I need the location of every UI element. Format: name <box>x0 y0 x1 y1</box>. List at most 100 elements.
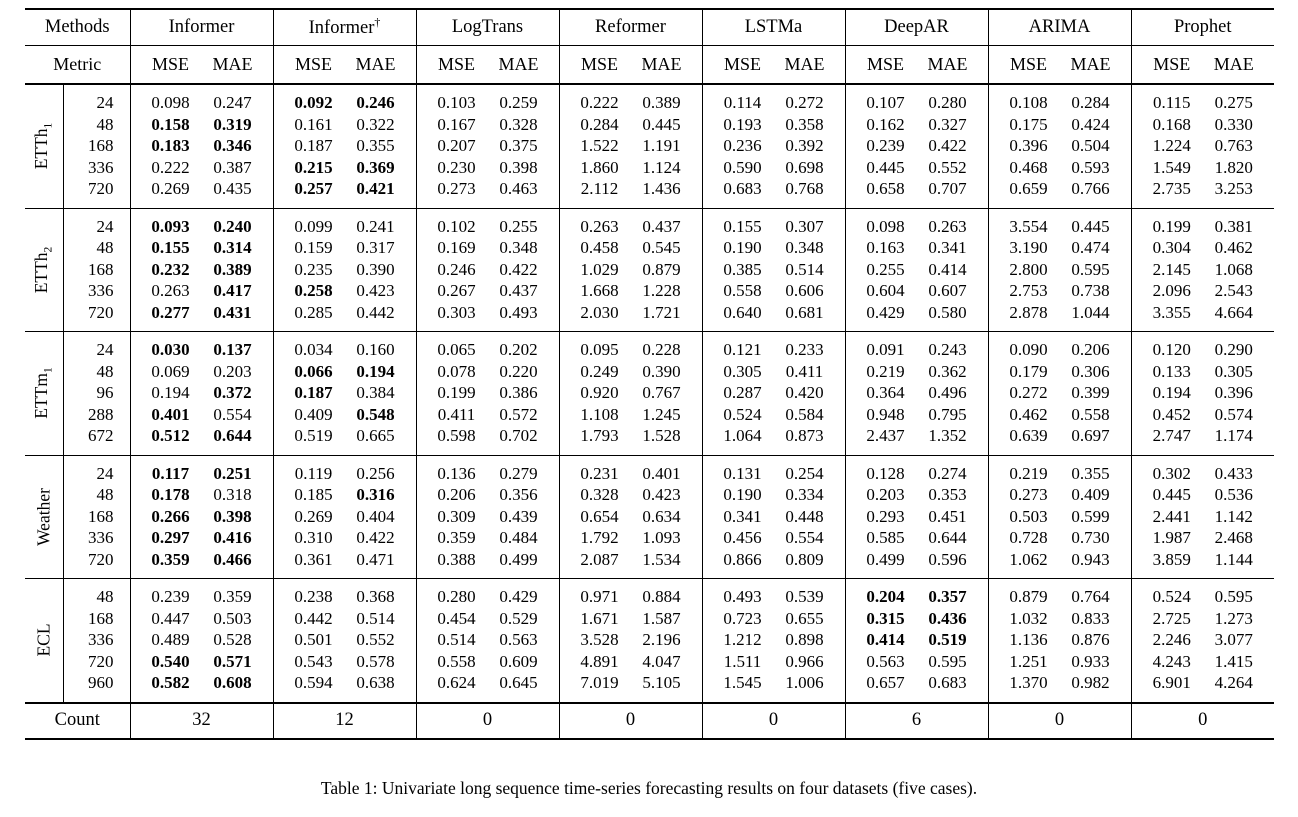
method-header-arima: ARIMA <box>987 9 1131 46</box>
value-cell-logtrans-ettm1-24: 0.065 0.202 <box>415 331 559 361</box>
mae-value: 0.966 <box>785 651 824 671</box>
mse-value: 0.098 <box>866 216 905 236</box>
mae-value: 0.730 <box>1071 528 1110 547</box>
value-cell-lstma-ettm1-288: 0.524 0.584 <box>701 403 845 425</box>
mse-value: 0.257 <box>294 179 333 198</box>
mae-value: 2.196 <box>642 630 681 649</box>
dataset-label-ecl: ECL <box>25 578 63 703</box>
value-cell-informer-ettm1-672: 0.512 0.644 <box>129 425 273 455</box>
dataset-label-text: ETTh1 <box>30 122 55 170</box>
mse-value: 0.303 <box>437 302 476 322</box>
value-cell-lstma-weather-48: 0.190 0.334 <box>701 484 845 506</box>
mse-value: 0.117 <box>151 463 190 483</box>
value-cell-reformer-etth1-48: 0.284 0.445 <box>558 113 702 135</box>
mae-value: 0.698 <box>785 157 824 177</box>
mse-value: 1.671 <box>580 608 619 628</box>
horizon-cell-ettm1-96: 96 <box>62 382 130 404</box>
mae-value: 0.462 <box>1214 238 1253 257</box>
mae-value: 2.468 <box>1214 528 1253 547</box>
mse-label: MSE <box>1009 53 1047 74</box>
horizon-cell-weather-336: 336 <box>62 527 130 549</box>
value-cell-informer-dagger-ecl-960: 0.594 0.638 <box>272 672 416 703</box>
value-cell-arima-weather-48: 0.273 0.409 <box>987 484 1131 506</box>
mse-value: 0.199 <box>1152 216 1191 236</box>
mse-value: 0.187 <box>294 136 333 155</box>
count-value-logtrans: 0 <box>415 701 559 739</box>
mae-value: 0.493 <box>499 302 538 322</box>
mae-value: 0.392 <box>785 136 824 155</box>
dataset-label-text: ETTm1 <box>30 367 55 419</box>
value-cell-reformer-weather-720: 2.087 1.534 <box>558 548 702 579</box>
table-row-ettm1-672: 672 0.512 0.644 0.519 0.665 0.598 0.702 1.793 1.… <box>25 425 1274 455</box>
mse-value: 0.266 <box>151 506 190 526</box>
mse-value: 0.115 <box>1152 93 1191 112</box>
mae-value: 0.584 <box>785 404 824 424</box>
mae-value: 0.423 <box>356 281 395 300</box>
mae-value: 1.436 <box>642 179 681 198</box>
mae-value: 0.514 <box>356 608 395 628</box>
mae-value: 1.228 <box>642 281 681 300</box>
mae-value: 0.358 <box>785 114 824 134</box>
value-cell-arima-etth1-24: 0.108 0.284 <box>987 84 1131 114</box>
mse-value: 0.199 <box>437 383 476 402</box>
mae-value: 0.933 <box>1071 651 1110 671</box>
value-cell-reformer-etth2-720: 2.030 1.721 <box>558 301 702 332</box>
mse-value: 0.093 <box>151 216 190 236</box>
value-cell-arima-etth2-336: 2.753 0.738 <box>987 280 1131 302</box>
mae-value: 0.348 <box>499 238 538 257</box>
mse-value: 0.034 <box>294 340 333 359</box>
table-row-ettm1-48: 48 0.069 0.203 0.066 0.194 0.078 0.220 0.249 0.3… <box>25 360 1274 382</box>
mse-value: 0.429 <box>866 302 905 322</box>
value-cell-informer-ecl-336: 0.489 0.528 <box>129 629 273 651</box>
value-cell-reformer-weather-24: 0.231 0.401 <box>558 454 702 484</box>
mae-value: 0.247 <box>213 93 252 112</box>
mse-value: 0.659 <box>1009 179 1048 198</box>
value-cell-lstma-etth1-720: 0.683 0.768 <box>701 178 845 208</box>
mae-label: MAE <box>355 53 396 74</box>
value-cell-prophet-ecl-48: 0.524 0.595 <box>1130 578 1274 608</box>
dataset-label-text: Weather <box>33 487 53 546</box>
mae-value: 0.307 <box>785 216 824 236</box>
count-value-informer-dagger: 12 <box>272 701 416 739</box>
mse-value: 0.658 <box>866 179 905 198</box>
mse-value: 0.114 <box>723 93 762 112</box>
mse-value: 0.866 <box>723 549 762 569</box>
mse-value: 0.206 <box>437 485 476 504</box>
mae-value: 0.738 <box>1071 281 1110 300</box>
value-cell-prophet-ettm1-288: 0.452 0.574 <box>1130 403 1274 425</box>
table-row-ettm1-288: 288 0.401 0.554 0.409 0.548 0.411 0.572 1.108 1.… <box>25 403 1274 425</box>
value-cell-informer-etth1-336: 0.222 0.387 <box>129 156 273 178</box>
mse-value: 0.163 <box>866 238 905 257</box>
mse-value: 0.269 <box>294 506 333 526</box>
mae-value: 0.272 <box>785 93 824 112</box>
mae-value: 0.898 <box>785 630 824 649</box>
mse-value: 0.119 <box>294 463 333 483</box>
horizon-cell-ettm1-288: 288 <box>62 403 130 425</box>
mse-value: 0.194 <box>1152 383 1191 402</box>
mae-value: 0.665 <box>356 426 395 445</box>
value-cell-informer-dagger-ettm1-24: 0.034 0.160 <box>272 331 416 361</box>
mse-value: 0.136 <box>437 463 476 483</box>
mae-value: 0.884 <box>642 587 681 606</box>
value-cell-deepar-ecl-720: 0.563 0.595 <box>844 650 988 672</box>
value-cell-informer-dagger-weather-24: 0.119 0.256 <box>272 454 416 484</box>
value-cell-reformer-ecl-720: 4.891 4.047 <box>558 650 702 672</box>
dataset-label-etth1: ETTh1 <box>25 84 63 208</box>
mse-value: 0.468 <box>1009 157 1048 177</box>
mae-value: 0.463 <box>499 179 538 198</box>
value-cell-logtrans-etth1-168: 0.207 0.375 <box>415 135 559 157</box>
mse-value: 0.103 <box>437 93 476 112</box>
value-cell-informer-dagger-weather-336: 0.310 0.422 <box>272 527 416 549</box>
value-cell-prophet-etth2-48: 0.304 0.462 <box>1130 237 1274 259</box>
mae-value: 0.595 <box>928 651 967 671</box>
mae-value: 2.543 <box>1214 281 1253 300</box>
mse-value: 0.284 <box>580 114 619 134</box>
mse-value: 1.668 <box>580 281 619 300</box>
mse-value: 1.511 <box>723 651 762 671</box>
mae-value: 0.414 <box>928 259 967 279</box>
value-cell-informer-dagger-ettm1-288: 0.409 0.548 <box>272 403 416 425</box>
value-cell-informer-ettm1-96: 0.194 0.372 <box>129 382 273 404</box>
mae-value: 0.448 <box>785 506 824 526</box>
mae-value: 0.314 <box>213 238 252 257</box>
mae-value: 0.346 <box>213 136 252 155</box>
